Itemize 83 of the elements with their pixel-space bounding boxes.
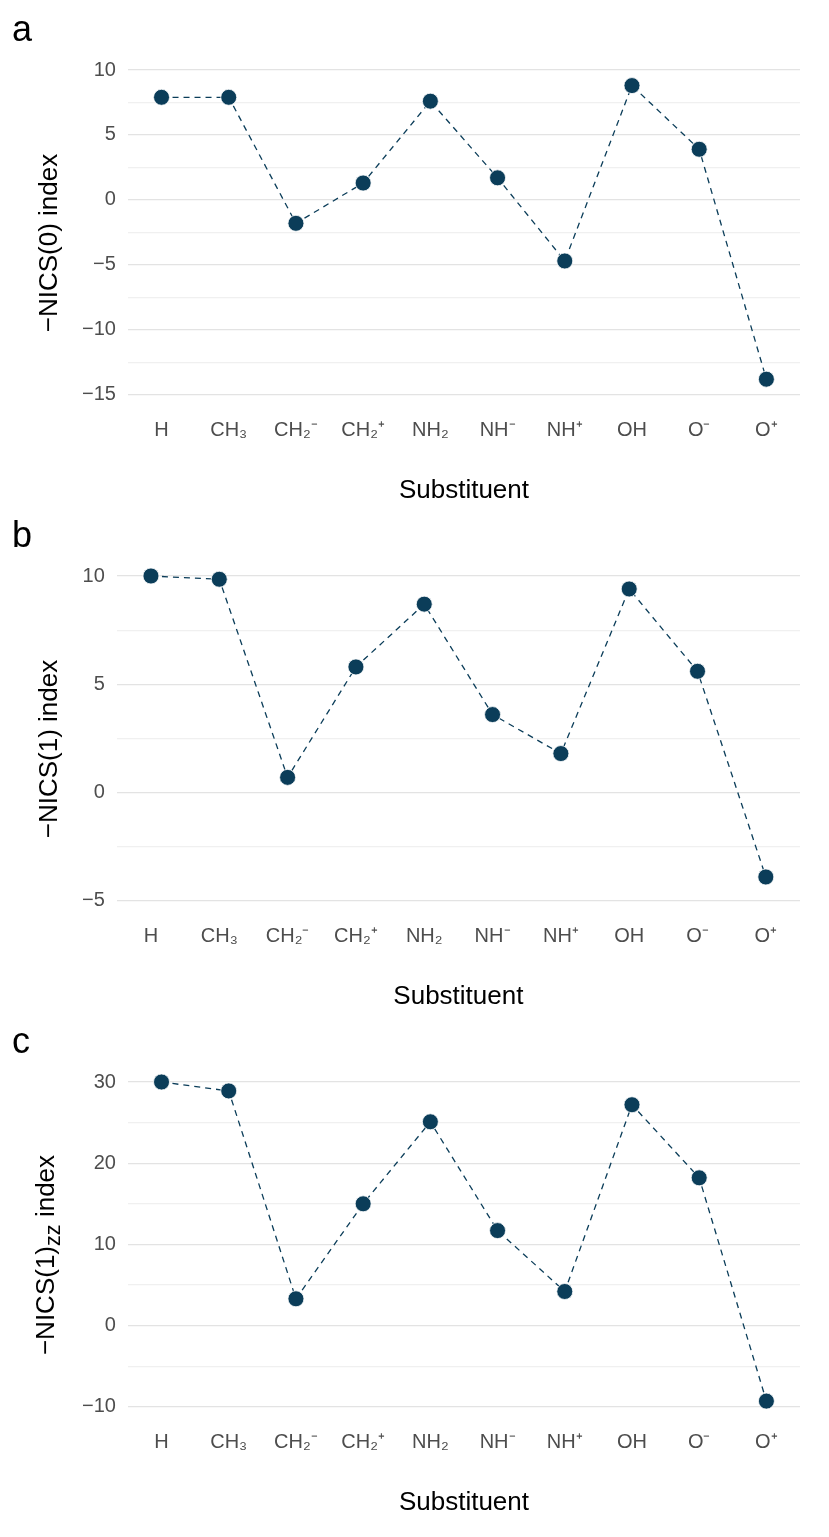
x-tick-label: O⁻ [687, 418, 711, 441]
y-axis-title: −NICS(1) index [32, 659, 64, 839]
x-tick-label: OH [614, 924, 645, 947]
y-tick-label: 5 [104, 122, 116, 145]
x-tick-label: NH₂ [412, 418, 449, 441]
x-tick-label: CH₂⁺ [341, 418, 385, 441]
y-tick-label: 0 [104, 1313, 116, 1336]
x-axis-title: Substituent [398, 1485, 530, 1516]
point [758, 370, 775, 388]
x-tick-label: CH₃ [210, 418, 248, 441]
point [690, 140, 708, 158]
y-tick-label: −10 [81, 1394, 116, 1417]
chart-title: a [12, 8, 33, 50]
y-tick-label: 10 [93, 57, 116, 80]
point [287, 1290, 305, 1308]
point [757, 868, 775, 886]
y-axis-title: −NICS(0) index [32, 153, 64, 333]
y-tick-label: 10 [82, 563, 105, 586]
point [552, 745, 570, 762]
x-tick-label: NH⁻ [479, 1430, 516, 1453]
point [287, 214, 305, 232]
x-tick-label: O⁺ [755, 1430, 778, 1453]
x-tick-label: NH₂ [412, 1430, 449, 1453]
point [489, 1222, 506, 1239]
point [556, 252, 574, 270]
chart-title: c [12, 1020, 30, 1062]
point [623, 1096, 641, 1114]
x-tick-label: H [154, 418, 169, 441]
point [484, 706, 501, 723]
point [689, 662, 706, 680]
x-tick-label: CH₃ [210, 1430, 248, 1453]
x-tick-label: CH₂⁻ [265, 924, 310, 947]
x-tick-label: O⁻ [686, 924, 709, 947]
x-axis-title: Substituent [393, 979, 525, 1010]
point [220, 88, 238, 106]
point [153, 88, 170, 106]
y-tick-label: 0 [93, 780, 105, 803]
x-tick-label: CH₃ [200, 924, 238, 947]
x-tick-label: O⁺ [755, 418, 778, 441]
point [347, 658, 365, 676]
y-tick-label: −5 [93, 252, 116, 275]
x-tick-label: OH [616, 418, 647, 441]
x-tick-label: CH₂⁺ [334, 924, 378, 947]
x-tick-label: NH₂ [405, 924, 443, 947]
point [421, 92, 439, 110]
x-tick-label: CH₂⁻ [274, 418, 318, 441]
x-tick-label: NH⁻ [479, 418, 516, 441]
y-tick-label: 30 [93, 1069, 116, 1092]
point [758, 1392, 775, 1410]
y-tick-label: 5 [93, 671, 105, 694]
x-axis-title: Substituent [398, 473, 530, 504]
x-tick-label: NH⁺ [542, 924, 579, 947]
point [279, 768, 296, 786]
x-tick-label: CH₂⁺ [341, 1430, 385, 1453]
point [556, 1283, 574, 1300]
x-tick-label: NH⁺ [546, 1430, 583, 1453]
x-tick-label: NH⁺ [546, 418, 583, 441]
point [415, 595, 433, 613]
y-tick-label: −5 [81, 888, 105, 911]
point [210, 570, 228, 588]
point [690, 1169, 708, 1187]
x-tick-label: NH⁻ [474, 924, 511, 947]
point [354, 1195, 372, 1213]
x-tick-label: H [154, 1430, 169, 1453]
x-tick-label: O⁺ [754, 924, 778, 947]
point [623, 77, 641, 94]
y-tick-label: −15 [81, 382, 116, 405]
y-tick-label: 0 [104, 187, 116, 210]
point [153, 1073, 170, 1091]
point [354, 174, 372, 192]
point [421, 1113, 439, 1131]
x-tick-label: CH₂⁻ [274, 1430, 318, 1453]
x-tick-label: O⁻ [687, 1430, 711, 1453]
y-tick-label: 20 [93, 1150, 116, 1173]
x-tick-label: OH [616, 1430, 647, 1453]
point [142, 567, 160, 585]
y-tick-label: 10 [93, 1231, 116, 1254]
chart-title: b [12, 514, 33, 556]
x-tick-label: H [143, 924, 159, 947]
point [489, 169, 506, 187]
point [620, 580, 638, 598]
y-tick-label: −10 [81, 317, 116, 340]
point [220, 1082, 238, 1100]
